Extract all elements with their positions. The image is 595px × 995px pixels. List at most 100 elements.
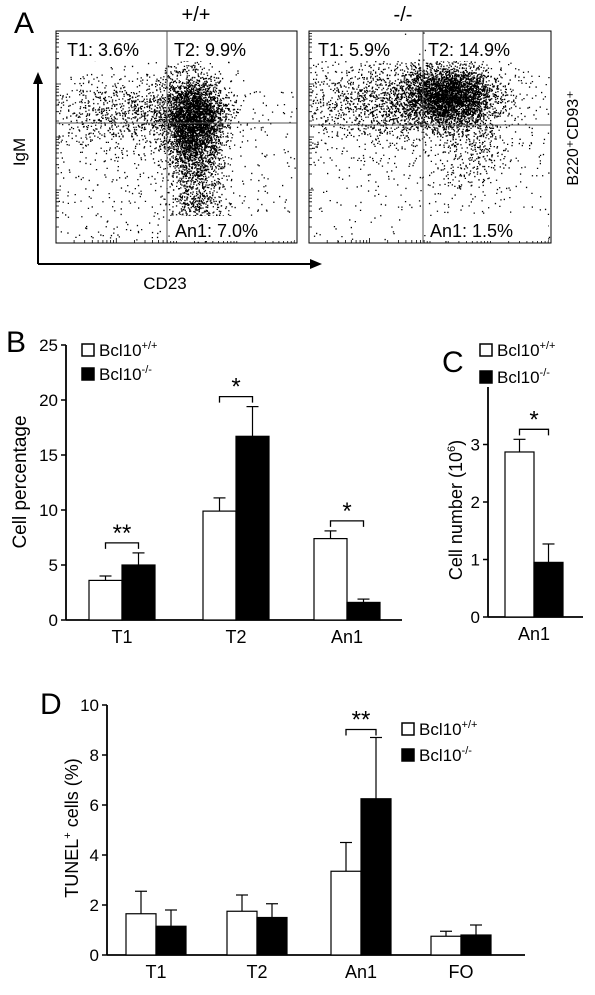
y-tick-label: 0 — [471, 608, 480, 627]
significance-bracket — [218, 395, 254, 403]
legend-b-wt-swatch — [81, 343, 95, 357]
wt-t2-quadrant-label: T2: 9.9% — [174, 40, 246, 60]
gate-label: B220⁺CD93⁺ — [565, 90, 582, 185]
wt-t2-label-bg — [170, 35, 294, 61]
ko-an1-quadrant-label: An1: 1.5% — [430, 221, 513, 241]
ko-axis-ticks — [308, 33, 549, 244]
y-tick-label: 5 — [49, 556, 58, 575]
x-axis-arrowhead — [310, 259, 322, 269]
ko-t1-label-bg — [314, 35, 418, 61]
bar-wt — [226, 910, 258, 956]
legend-d-wt-label: Bcl10+/+ — [419, 719, 477, 739]
panel-b-chart: 0 5 10 15 20 25 T1 ** T2 * An1 * — [39, 336, 402, 647]
panel-b-legend: Bcl10+/+ Bcl10-/- — [81, 340, 157, 384]
significance-bracket — [329, 520, 365, 527]
bar-ko — [235, 435, 270, 621]
x-category-label: T1 — [111, 627, 132, 647]
wt-an1-label-bg — [170, 216, 294, 241]
x-axis-label-cd23: CD23 — [143, 274, 186, 293]
ko-t2-label-bg — [426, 35, 549, 61]
y-tick-label: 1 — [471, 551, 480, 570]
panel-letter-b: B — [6, 326, 26, 359]
panel-letter-d: D — [40, 688, 62, 721]
legend-d-wt-swatch — [401, 722, 415, 736]
bar-wt — [125, 913, 157, 956]
x-category-label: An1 — [331, 627, 363, 647]
bar-ko — [121, 564, 156, 621]
legend-b-ko-swatch — [81, 367, 95, 381]
significance-marker: * — [342, 498, 351, 525]
y-tick-label: 10 — [80, 696, 99, 715]
panel-c-legend: Bcl10+/+ Bcl10-/- — [479, 340, 555, 387]
y-tick-label: 25 — [39, 336, 58, 355]
ko-flow-plot: T1: 5.9% T2: 14.9% An1: 1.5% — [308, 30, 552, 244]
y-axis-label-igm: IgM — [10, 138, 29, 166]
wt-t1-quadrant-label: T1: 3.6% — [67, 40, 139, 60]
y-tick-label: 2 — [471, 493, 480, 512]
bar-wt — [88, 579, 123, 621]
legend-d-ko-label: Bcl10-/- — [419, 745, 472, 765]
bar-wt — [430, 935, 462, 956]
significance-bracket — [518, 428, 550, 436]
bar-ko — [533, 561, 564, 618]
bar-ko — [360, 798, 392, 956]
legend-d-ko-swatch — [401, 748, 415, 762]
y-tick-label: 8 — [90, 746, 99, 765]
legend-c-ko-swatch — [479, 370, 493, 384]
panel-b-y-axis-label: Cell percentage — [10, 415, 31, 548]
bar-ko — [155, 925, 187, 956]
bar-wt — [313, 537, 348, 621]
x-category-label: T1 — [145, 962, 166, 982]
y-tick-label: 20 — [39, 391, 58, 410]
x-category-label: FO — [449, 962, 474, 982]
panel-c-chart: 0 1 2 3 An1 * — [471, 387, 583, 644]
significance-marker: * — [231, 374, 240, 401]
y-tick-label: 2 — [90, 896, 99, 915]
y-tick-label: 4 — [90, 846, 99, 865]
significance-marker: ** — [352, 707, 371, 734]
bar-ko — [256, 916, 288, 956]
scatter-density-dots — [57, 43, 298, 244]
significance-bracket — [345, 728, 377, 736]
y-tick-label: 15 — [39, 446, 58, 465]
panel-a: A +/+ -/- IgM CD23 B220⁺CD93⁺ T1: 3.6% T… — [10, 4, 582, 293]
panel-b: B Cell percentage 0510152025T1**T2*An1* … — [6, 326, 402, 647]
wt-an1-quadrant-label: An1: 7.0% — [175, 221, 258, 241]
bar-wt — [330, 870, 362, 956]
bar-wt — [202, 510, 237, 621]
ko-plot-frame — [308, 30, 552, 244]
ko-t1-quadrant-label: T1: 5.9% — [318, 40, 390, 60]
panel-c: C Cell number (106) 0 1 2 3 An1 * Bcl10+/+ Bc… — [442, 340, 583, 644]
x-category-label: An1 — [518, 624, 550, 644]
wt-axis-ticks — [55, 33, 295, 244]
y-tick-label: 6 — [90, 796, 99, 815]
significance-marker: ** — [113, 520, 132, 547]
y-tick-label: 3 — [471, 436, 480, 455]
bar-wt — [504, 451, 535, 618]
panel-letter-c: C — [442, 346, 464, 379]
panel-d-chart: 0 2 4 6 8 10 T1 T2 An1 ** FO — [80, 696, 525, 982]
x-category-label: T2 — [246, 962, 267, 982]
scatter-density-dots — [310, 32, 551, 243]
wt-t1-label-bg — [62, 35, 162, 61]
ko-an1-label-bg — [426, 216, 548, 241]
significance-marker: * — [529, 406, 538, 433]
panel-d-y-axis-label: TUNEL+ cells (%) — [62, 758, 82, 897]
panel-d-legend: Bcl10+/+ Bcl10-/- — [401, 719, 477, 765]
legend-c-ko-label: Bcl10-/- — [497, 367, 550, 387]
flow-log-ticks — [55, 33, 295, 244]
ko-t2-quadrant-label: T2: 14.9% — [428, 40, 510, 60]
x-category-label: T2 — [225, 627, 246, 647]
panel-c-y-axis-label: Cell number (106) — [446, 440, 466, 580]
ko-scatter-dots — [310, 32, 551, 243]
y-axis-arrowhead — [33, 72, 43, 84]
legend-c-wt-label: Bcl10+/+ — [497, 340, 555, 360]
legend-c-wt-swatch — [479, 343, 493, 357]
panel-letter-a: A — [14, 7, 34, 40]
legend-b-wt-label: Bcl10+/+ — [99, 340, 157, 360]
bar-ko — [460, 934, 492, 956]
y-tick-label: 0 — [49, 611, 58, 630]
bar-ko — [346, 601, 381, 621]
significance-bracket — [104, 542, 140, 549]
